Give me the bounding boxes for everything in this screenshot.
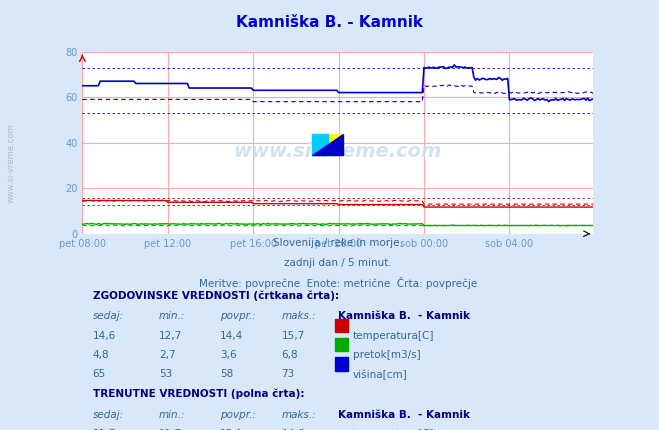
Text: 14,6: 14,6 — [92, 331, 116, 341]
Text: pretok[m3/s]: pretok[m3/s] — [353, 350, 421, 360]
Polygon shape — [312, 134, 343, 155]
Bar — [312, 134, 343, 155]
Text: Kamniška B.  - Kamnik: Kamniška B. - Kamnik — [338, 311, 470, 321]
Bar — [335, 338, 348, 351]
Text: Meritve: povprečne  Enote: metrične  Črta: povprečje: Meritve: povprečne Enote: metrične Črta:… — [198, 277, 477, 289]
Text: 12,7: 12,7 — [159, 331, 183, 341]
Text: sedaj:: sedaj: — [92, 409, 124, 420]
Text: 73: 73 — [281, 369, 295, 379]
Text: Kamniška B.  - Kamnik: Kamniška B. - Kamnik — [338, 409, 470, 420]
Text: min.:: min.: — [159, 311, 185, 321]
Text: 15,7: 15,7 — [281, 331, 305, 341]
Text: Kamniška B. - Kamnik: Kamniška B. - Kamnik — [236, 15, 423, 30]
Text: 53: 53 — [159, 369, 172, 379]
Text: www.si-vreme.com: www.si-vreme.com — [233, 142, 442, 161]
Text: 4,8: 4,8 — [92, 350, 109, 360]
Text: Slovenija / reke in morje.: Slovenija / reke in morje. — [273, 238, 403, 248]
Text: zadnji dan / 5 minut.: zadnji dan / 5 minut. — [284, 258, 391, 267]
Text: 65: 65 — [92, 369, 106, 379]
Text: 11,7: 11,7 — [92, 429, 116, 430]
Text: www.si-vreme.com: www.si-vreme.com — [7, 124, 16, 203]
Text: 14,4: 14,4 — [220, 331, 244, 341]
Bar — [335, 417, 348, 430]
Text: višina[cm]: višina[cm] — [353, 369, 408, 380]
Bar — [335, 357, 348, 371]
Text: 14,6: 14,6 — [281, 429, 305, 430]
Bar — [312, 134, 328, 155]
Text: 2,7: 2,7 — [159, 350, 175, 360]
Text: temperatura[C]: temperatura[C] — [353, 429, 434, 430]
Text: 13,1: 13,1 — [220, 429, 244, 430]
Text: sedaj:: sedaj: — [92, 311, 124, 321]
Text: maks.:: maks.: — [281, 409, 316, 420]
Text: TRENUTNE VREDNOSTI (polna črta):: TRENUTNE VREDNOSTI (polna črta): — [92, 389, 304, 399]
Bar — [335, 319, 348, 332]
Text: povpr.:: povpr.: — [220, 311, 256, 321]
Text: maks.:: maks.: — [281, 311, 316, 321]
Text: temperatura[C]: temperatura[C] — [353, 331, 434, 341]
Text: povpr.:: povpr.: — [220, 409, 256, 420]
Text: min.:: min.: — [159, 409, 185, 420]
Text: ZGODOVINSKE VREDNOSTI (črtkana črta):: ZGODOVINSKE VREDNOSTI (črtkana črta): — [92, 290, 339, 301]
Text: 11,7: 11,7 — [159, 429, 183, 430]
Text: 6,8: 6,8 — [281, 350, 298, 360]
Text: 58: 58 — [220, 369, 233, 379]
Text: 3,6: 3,6 — [220, 350, 237, 360]
